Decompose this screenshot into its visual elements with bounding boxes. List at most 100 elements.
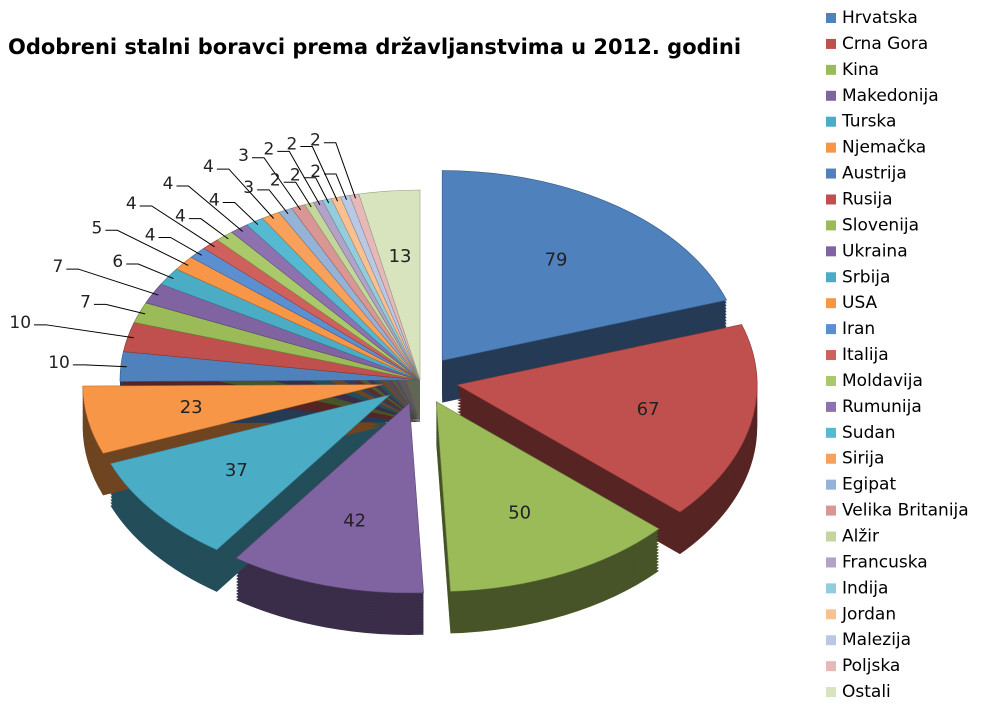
leader-line bbox=[303, 177, 330, 204]
leader-line bbox=[324, 173, 347, 200]
legend-label: Italija bbox=[842, 345, 889, 365]
slice bbox=[456, 324, 758, 513]
leader-line bbox=[300, 146, 339, 202]
legend-label: Njemačka bbox=[842, 138, 926, 158]
legend-swatch bbox=[826, 116, 836, 127]
leader-line bbox=[126, 263, 174, 280]
legend-label: Jordan bbox=[841, 604, 896, 624]
data-label: 2 bbox=[270, 170, 281, 190]
leader-line bbox=[72, 364, 127, 368]
legend-swatch bbox=[826, 13, 836, 23]
data-label: 2 bbox=[310, 162, 321, 182]
legend-swatch bbox=[826, 64, 836, 75]
data-label: 4 bbox=[175, 207, 186, 227]
leader-line bbox=[158, 236, 202, 256]
leader-line bbox=[139, 205, 215, 248]
legend-swatch bbox=[826, 38, 836, 49]
leader-line bbox=[176, 185, 244, 232]
legend-swatch bbox=[826, 272, 836, 283]
legend-swatch bbox=[826, 505, 836, 516]
data-label: 23 bbox=[180, 397, 203, 418]
legend-label: Slovenija bbox=[842, 215, 919, 235]
leader-line bbox=[251, 157, 301, 211]
legend-label: Ostali bbox=[842, 682, 891, 702]
legend-swatch bbox=[826, 298, 836, 309]
legend-swatch bbox=[826, 375, 836, 386]
slice bbox=[358, 189, 421, 381]
legend-swatch bbox=[826, 90, 836, 101]
data-label: 42 bbox=[343, 511, 366, 532]
legend-label: Indija bbox=[842, 578, 888, 598]
data-label: 2 bbox=[290, 166, 301, 186]
legend-swatch bbox=[826, 635, 836, 646]
leader-line bbox=[277, 150, 321, 206]
leader-line bbox=[257, 189, 289, 214]
slice bbox=[82, 384, 383, 454]
slice bbox=[109, 394, 391, 551]
legend-label: Rusija bbox=[842, 189, 893, 209]
data-label: 10 bbox=[9, 313, 31, 333]
legend-label: Francuska bbox=[842, 552, 928, 572]
legend-swatch bbox=[826, 687, 836, 698]
data-label: 13 bbox=[389, 246, 412, 267]
data-label: 4 bbox=[145, 225, 156, 245]
slice bbox=[435, 401, 660, 592]
legend-label: Makedonija bbox=[842, 86, 939, 106]
legend-label: Malezija bbox=[842, 630, 911, 650]
legend-swatch bbox=[826, 142, 836, 153]
legend-label: Srbija bbox=[842, 267, 890, 287]
legend-swatch bbox=[826, 168, 836, 179]
legend-label: Moldavija bbox=[842, 371, 923, 391]
data-label: 5 bbox=[92, 218, 103, 238]
legend-label: Turska bbox=[841, 112, 896, 132]
legend-label: Hrvatska bbox=[842, 8, 918, 28]
leader-line bbox=[216, 168, 275, 219]
leader-line bbox=[188, 218, 229, 240]
legend-swatch bbox=[826, 194, 836, 205]
data-label: 2 bbox=[310, 131, 321, 151]
legend-label: Ukraina bbox=[842, 241, 908, 261]
data-label: 50 bbox=[508, 502, 531, 523]
legend-label: Iran bbox=[842, 319, 875, 339]
data-label: 7 bbox=[52, 257, 63, 277]
data-label: 4 bbox=[203, 157, 214, 177]
legend-swatch bbox=[826, 427, 836, 438]
legend-label: USA bbox=[842, 293, 878, 313]
chart-title: Odobreni stalni boravci prema državljans… bbox=[8, 35, 741, 59]
leader-line bbox=[323, 142, 357, 199]
legend-label: Egipat bbox=[842, 475, 896, 495]
legend-swatch bbox=[826, 324, 836, 335]
legend-swatch bbox=[826, 246, 836, 257]
legend-label: Crna Gora bbox=[842, 34, 928, 54]
legend-label: Kina bbox=[842, 60, 879, 80]
data-label: 67 bbox=[637, 399, 660, 420]
data-label: 4 bbox=[163, 174, 174, 194]
legend-swatch bbox=[826, 350, 836, 361]
slice bbox=[235, 402, 424, 594]
data-label: 3 bbox=[243, 178, 254, 198]
slice bbox=[441, 170, 728, 361]
legend-label: Poljska bbox=[842, 656, 900, 676]
legend-swatch bbox=[826, 583, 836, 594]
data-label: 37 bbox=[225, 460, 248, 481]
legend-swatch bbox=[826, 220, 836, 231]
legend-swatch bbox=[826, 401, 836, 412]
legend-swatch bbox=[826, 453, 836, 464]
legend-swatch bbox=[826, 557, 836, 568]
legend-swatch bbox=[826, 531, 836, 542]
data-label: 4 bbox=[209, 190, 220, 210]
data-label: 4 bbox=[126, 194, 137, 214]
legend-label: Austrija bbox=[842, 164, 907, 184]
legend-swatch bbox=[826, 661, 836, 672]
legend-label: Sudan bbox=[842, 423, 896, 443]
leader-line bbox=[283, 181, 312, 208]
leader-line bbox=[222, 201, 259, 226]
data-label: 3 bbox=[238, 146, 249, 166]
legend-label: Velika Britanija bbox=[842, 501, 969, 521]
leader-line bbox=[93, 303, 146, 315]
legend-swatch bbox=[826, 609, 836, 620]
data-label: 10 bbox=[48, 353, 70, 373]
leader-line bbox=[66, 268, 159, 296]
